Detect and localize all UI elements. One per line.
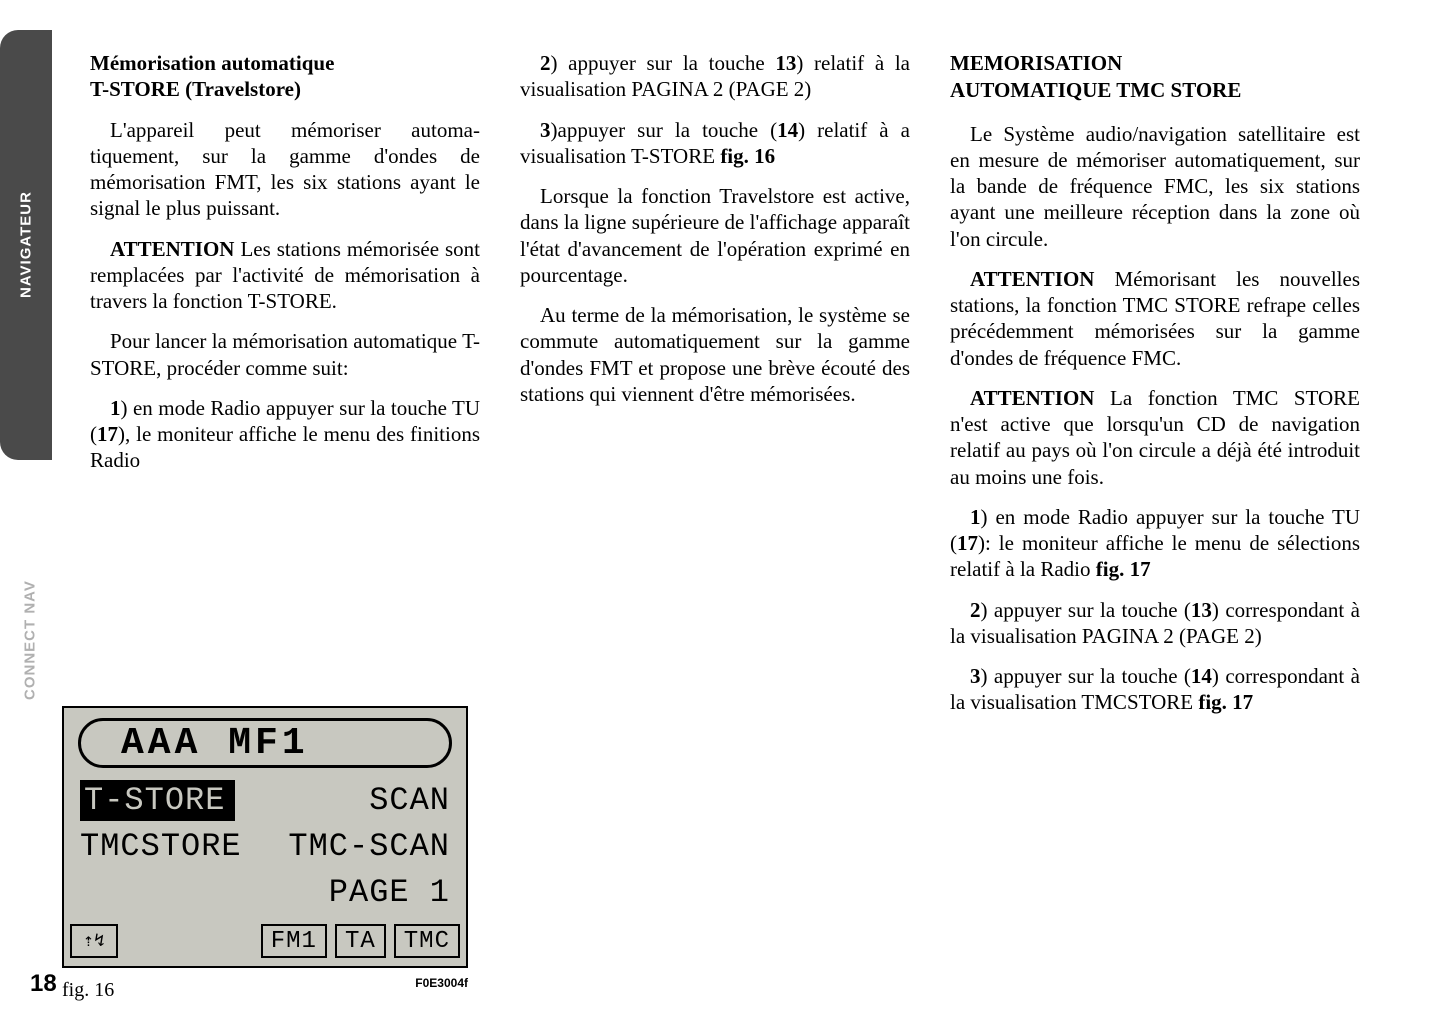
page-content: Mémorisation automatique T-STORE (Travel… — [90, 50, 1400, 730]
lcd-station-title: AAA MF1 — [78, 718, 452, 768]
lcd-tstore-selected: T-STORE — [80, 780, 235, 821]
lcd-row-3: PAGE 1 — [74, 872, 456, 912]
page-number: 18 — [30, 970, 57, 998]
para: 3) appuyer sur la touche (14) cor­respon… — [950, 663, 1360, 716]
para: Le Système audio/navigation satelli­tair… — [950, 121, 1360, 252]
para: L'appareil peut mémoriser automa­tiqueme… — [90, 117, 480, 222]
lcd-figure: AAA MF1 T-STORE SCAN TMCSTORE TMC-SCAN P… — [62, 706, 468, 968]
para: 1) en mode Radio appuyer sur la touche T… — [950, 504, 1360, 583]
tab-label: NAVIGATEUR — [18, 192, 35, 299]
lcd-tmc-indicator: TMC — [394, 924, 460, 958]
para: Au terme de la mémorisation, le sys­tème… — [520, 302, 910, 407]
figure-label: fig. 16 — [62, 979, 114, 1002]
nav-signal-icon: ⇡↯ — [70, 924, 118, 958]
lcd-fm1-indicator: FM1 — [261, 924, 327, 958]
para: Lorsque la fonction Travelstore est acti… — [520, 183, 910, 288]
lcd-row-2: TMCSTORE TMC-SCAN — [74, 826, 456, 866]
column-1: Mémorisation automatique T-STORE (Travel… — [90, 50, 480, 730]
lcd-scan: SCAN — [369, 782, 450, 819]
para: Pour lancer la mémorisation auto­matique… — [90, 328, 480, 381]
para: 1) en mode Radio appuyer sur la touche T… — [90, 395, 480, 474]
column-3: MEMORISATION AUTOMATIQUE TMC STORE Le Sy… — [950, 50, 1360, 730]
lcd-screen: AAA MF1 T-STORE SCAN TMCSTORE TMC-SCAN P… — [62, 706, 468, 968]
para: 3)appuyer sur la touche (14) relatif à a… — [520, 117, 910, 170]
heading-tstore: Mémorisation automatique T-STORE (Travel… — [90, 50, 480, 103]
lcd-tmcstore: TMCSTORE — [80, 828, 242, 865]
lcd-tmcscan: TMC-SCAN — [288, 828, 450, 865]
lcd-page: PAGE 1 — [329, 874, 450, 911]
side-tabs: NAVIGATEUR CONNECT NAV — [0, 0, 52, 1018]
tab-navigateur[interactable]: NAVIGATEUR — [0, 30, 52, 460]
para: 2) appuyer sur la touche (13) cor­respon… — [950, 597, 1360, 650]
para: ATTENTION La fonction TMC STORE n'est ac… — [950, 385, 1360, 490]
para: ATTENTION Les stations mémo­risée sont r… — [90, 236, 480, 315]
heading-tmc-store: MEMORISATION AUTOMATIQUE TMC STORE — [950, 50, 1360, 105]
para: 2) appuyer sur la touche 13) relatif à l… — [520, 50, 910, 103]
tab-label: CONNECT NAV — [22, 580, 39, 700]
tab-connect-nav[interactable]: CONNECT NAV — [8, 560, 52, 720]
para: ATTENTION Mémorisant les nouvelles stati… — [950, 266, 1360, 371]
lcd-ta-indicator: TA — [335, 924, 386, 958]
figure-code: F0E3004f — [415, 976, 468, 990]
lcd-row-1: T-STORE SCAN — [74, 780, 456, 820]
lcd-status-bar: ⇡↯ FM1 TA TMC — [70, 922, 460, 960]
column-2: 2) appuyer sur la touche 13) relatif à l… — [520, 50, 910, 730]
